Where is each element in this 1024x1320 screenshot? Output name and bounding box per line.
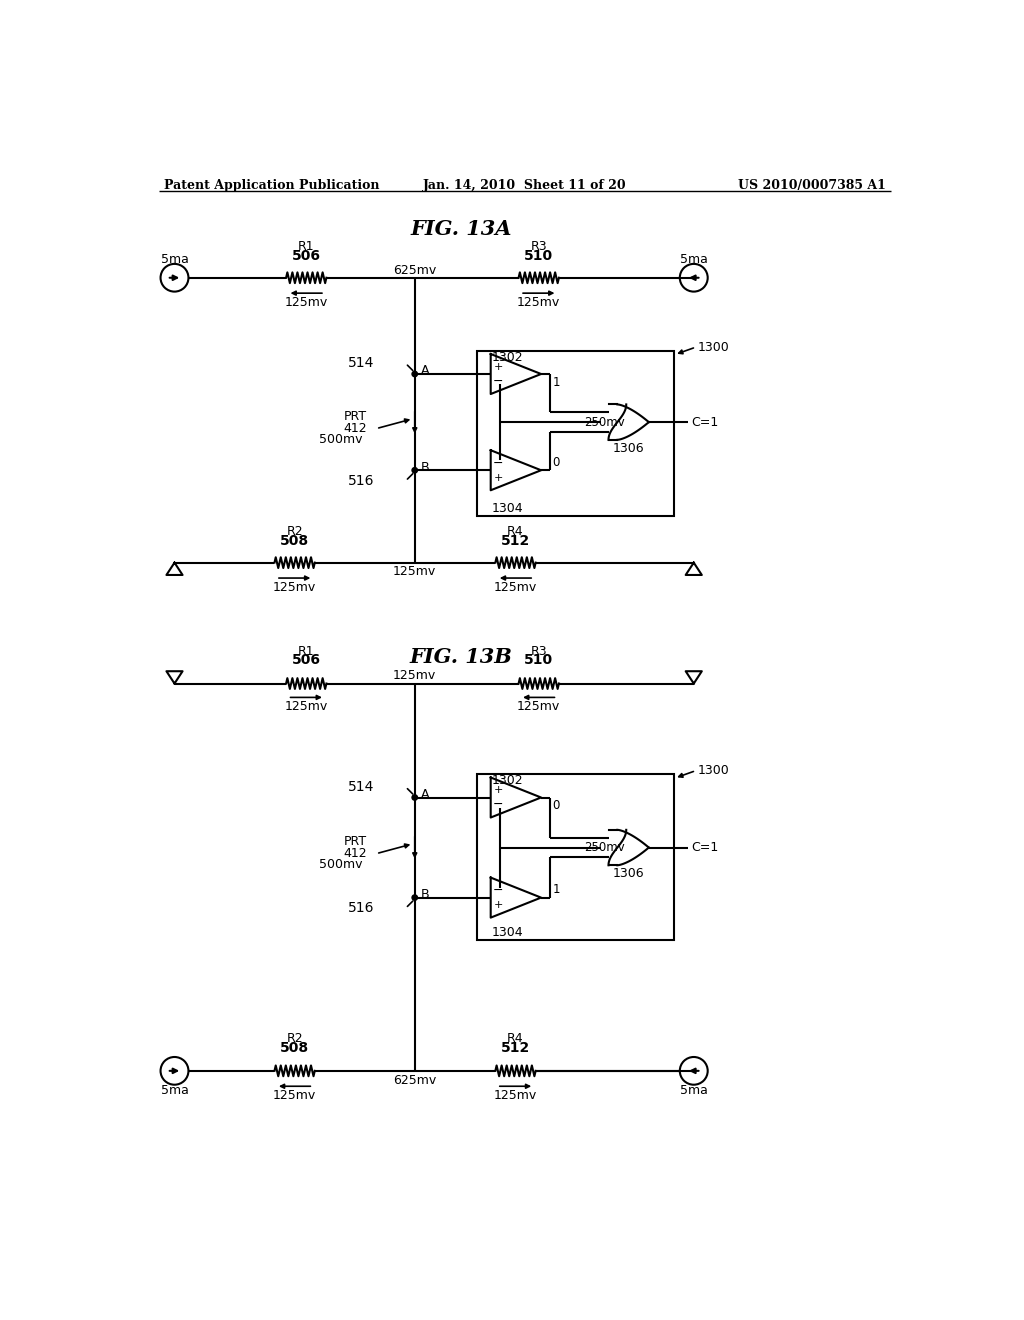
Text: Patent Application Publication: Patent Application Publication: [164, 180, 379, 193]
Text: 125mv: 125mv: [494, 1089, 538, 1102]
Text: 625mv: 625mv: [393, 1073, 436, 1086]
Text: 1: 1: [553, 883, 560, 896]
Text: B: B: [421, 461, 430, 474]
Text: C=1: C=1: [691, 841, 719, 854]
Text: 5ma: 5ma: [161, 1084, 188, 1097]
Text: 516: 516: [348, 474, 375, 488]
Circle shape: [412, 895, 418, 900]
Text: 506: 506: [292, 653, 321, 668]
Text: +: +: [494, 900, 503, 909]
Text: −: −: [494, 375, 504, 388]
Text: −: −: [494, 457, 504, 470]
Text: R3: R3: [530, 644, 547, 657]
Bar: [477, 351, 675, 516]
Text: FIG. 13B: FIG. 13B: [410, 647, 513, 668]
Text: 250mv: 250mv: [585, 416, 625, 429]
Text: 508: 508: [280, 535, 309, 548]
Bar: [477, 775, 675, 940]
Text: +: +: [494, 785, 503, 795]
Text: 508: 508: [280, 1040, 309, 1055]
Text: 412: 412: [343, 847, 367, 861]
Text: R2: R2: [287, 525, 303, 539]
Text: 625mv: 625mv: [393, 264, 436, 277]
Text: 500mv: 500mv: [318, 858, 362, 871]
Text: PRT: PRT: [344, 409, 367, 422]
Text: 1304: 1304: [492, 502, 523, 515]
Text: 500mv: 500mv: [318, 433, 362, 446]
Text: R1: R1: [298, 240, 314, 253]
Text: +: +: [494, 473, 503, 483]
Text: 1302: 1302: [492, 351, 523, 363]
Text: 125mv: 125mv: [517, 296, 560, 309]
Text: 514: 514: [348, 780, 375, 793]
Text: A: A: [421, 788, 429, 801]
Text: 125mv: 125mv: [273, 581, 316, 594]
Text: 516: 516: [348, 902, 375, 915]
Text: 510: 510: [524, 653, 553, 668]
Text: +: +: [494, 362, 503, 372]
Text: 512: 512: [501, 535, 530, 548]
Text: 1306: 1306: [612, 867, 644, 880]
Circle shape: [412, 467, 418, 473]
Text: 1304: 1304: [492, 925, 523, 939]
Text: 125mv: 125mv: [494, 581, 538, 594]
Text: 5ma: 5ma: [680, 1084, 708, 1097]
Text: 510: 510: [524, 249, 553, 263]
Circle shape: [412, 371, 418, 376]
Text: Jan. 14, 2010  Sheet 11 of 20: Jan. 14, 2010 Sheet 11 of 20: [423, 180, 627, 193]
Text: 125mv: 125mv: [273, 1089, 316, 1102]
Text: 125mv: 125mv: [393, 669, 436, 682]
Text: FIG. 13A: FIG. 13A: [411, 219, 512, 239]
Text: 0: 0: [553, 455, 560, 469]
Text: 514: 514: [348, 356, 375, 370]
Text: −: −: [494, 799, 504, 812]
Text: 1306: 1306: [612, 442, 644, 455]
Text: B: B: [421, 888, 430, 902]
Text: 1300: 1300: [697, 764, 729, 777]
Text: 412: 412: [343, 422, 367, 436]
Text: 512: 512: [501, 1040, 530, 1055]
Text: 250mv: 250mv: [585, 841, 625, 854]
Text: 506: 506: [292, 249, 321, 263]
Text: 5ma: 5ma: [680, 252, 708, 265]
Text: R1: R1: [298, 644, 314, 657]
Text: −: −: [494, 884, 504, 896]
Text: 125mv: 125mv: [285, 700, 328, 713]
Text: 5ma: 5ma: [161, 252, 188, 265]
Text: R2: R2: [287, 1032, 303, 1045]
Text: R4: R4: [507, 525, 524, 539]
Text: 125mv: 125mv: [285, 296, 328, 309]
Text: 125mv: 125mv: [517, 700, 560, 713]
Text: A: A: [421, 364, 429, 378]
Circle shape: [412, 795, 418, 800]
Text: R3: R3: [530, 240, 547, 253]
Text: US 2010/0007385 A1: US 2010/0007385 A1: [738, 180, 886, 193]
Text: 1300: 1300: [697, 341, 729, 354]
Text: PRT: PRT: [344, 834, 367, 847]
Text: R4: R4: [507, 1032, 524, 1045]
Text: 1302: 1302: [492, 774, 523, 787]
Text: 1: 1: [553, 376, 560, 388]
Text: 0: 0: [553, 799, 560, 812]
Text: C=1: C=1: [691, 416, 719, 429]
Text: 125mv: 125mv: [393, 565, 436, 578]
